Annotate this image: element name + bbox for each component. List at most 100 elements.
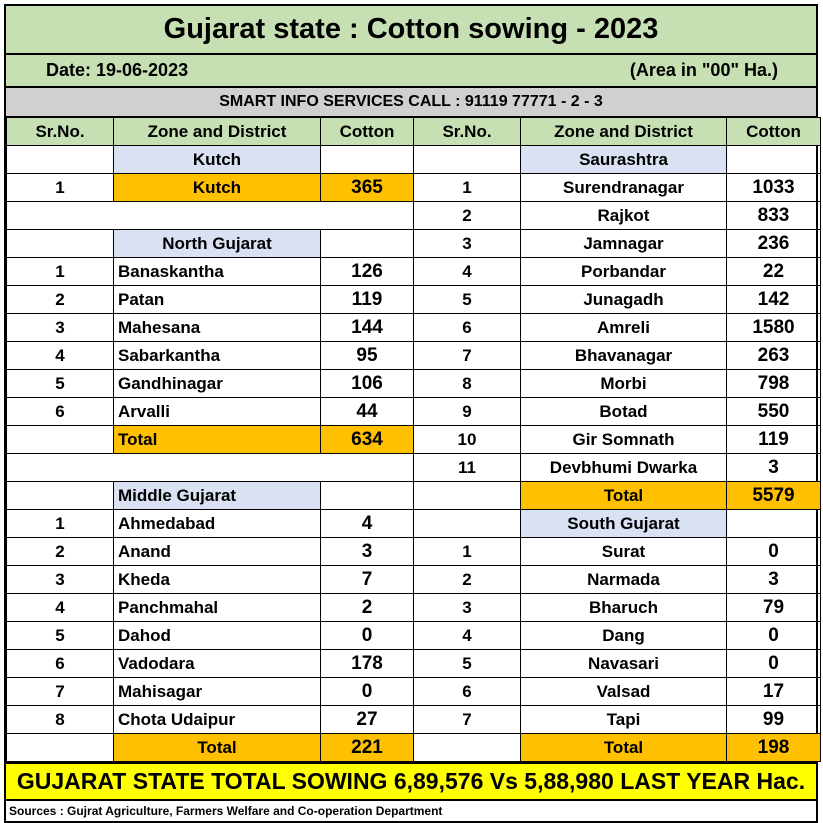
serial-number (6, 481, 114, 510)
serial-number: 2 (6, 537, 114, 566)
zone-heading-name: Kutch (113, 145, 321, 174)
district-cotton-value: 3 (726, 565, 821, 594)
serial-number: 8 (413, 369, 521, 398)
zone-heading-cotton-value (320, 145, 414, 174)
column-header: Zone and District (520, 117, 727, 146)
serial-number: 5 (6, 369, 114, 398)
serial-number: 4 (413, 621, 521, 650)
district-name: Porbandar (520, 257, 727, 286)
district-name: Arvalli (113, 397, 321, 426)
smart-info-banner: SMART INFO SERVICES CALL : 91119 77771 -… (6, 88, 816, 117)
district-cotton-value: 833 (726, 201, 821, 230)
table-row: 3 Kheda 7 2 Narmada 3 (6, 565, 821, 594)
district-name: Kheda (113, 565, 321, 594)
district-name: Panchmahal (113, 593, 321, 622)
district-name: Bhavanagar (520, 341, 727, 370)
district-cotton-value: 1580 (726, 313, 821, 342)
serial-number: 7 (413, 341, 521, 370)
column-header: Cotton (726, 117, 821, 146)
district-cotton-value: 263 (726, 341, 821, 370)
serial-number (413, 481, 521, 510)
table-row: 5 Dahod 0 4 Dang 0 (6, 621, 821, 650)
total-name: Total (113, 733, 321, 762)
column-header: Cotton (320, 117, 414, 146)
district-name: Mahisagar (113, 677, 321, 706)
district-cotton-value: 550 (726, 397, 821, 426)
district-cotton-value: 7 (320, 565, 414, 594)
serial-number: 4 (6, 341, 114, 370)
report-date: Date: 19-06-2023 (46, 60, 189, 80)
total-cotton-value: 221 (320, 733, 414, 762)
district-cotton-value: 119 (726, 425, 821, 454)
serial-number: 2 (413, 201, 521, 230)
page-title: Gujarat state : Cotton sowing - 2023 (6, 6, 816, 55)
district-cotton-value: 22 (726, 257, 821, 286)
table-row: 11 Devbhumi Dwarka 3 (6, 453, 821, 482)
serial-number (6, 145, 114, 174)
district-cotton-value: 17 (726, 677, 821, 706)
serial-number: 9 (413, 397, 521, 426)
serial-number (413, 509, 521, 538)
serial-number (413, 145, 521, 174)
table-row: 2 Rajkot 833 (6, 201, 821, 230)
district-cotton-value: 119 (320, 285, 414, 314)
zone-heading-name: Middle Gujarat (113, 481, 321, 510)
serial-number: 5 (413, 649, 521, 678)
column-header: Sr.No. (6, 117, 114, 146)
district-cotton-value: 0 (726, 649, 821, 678)
empty-cell (6, 453, 414, 482)
district-name: Gir Somnath (520, 425, 727, 454)
serial-number: 6 (413, 313, 521, 342)
serial-number (6, 229, 114, 258)
empty-cell (6, 201, 414, 230)
serial-number: 10 (413, 425, 521, 454)
table-row: 1 Ahmedabad 4 South Gujarat (6, 509, 821, 538)
header-row: Sr.No. Zone and District Cotton Sr.No. Zone … (6, 117, 821, 146)
sowing-table: Sr.No. Zone and District Cotton Sr.No. Zone … (6, 117, 821, 762)
cotton-sowing-sheet: Gujarat state : Cotton sowing - 2023 Dat… (4, 4, 821, 823)
district-name: Junagadh (520, 285, 727, 314)
district-name: Mahesana (113, 313, 321, 342)
district-name: Rajkot (520, 201, 727, 230)
district-name: Sabarkantha (113, 341, 321, 370)
serial-number: 3 (413, 229, 521, 258)
total-cotton-value: 198 (726, 733, 821, 762)
serial-number: 7 (6, 677, 114, 706)
table-row: 3 Mahesana 144 6 Amreli 1580 (6, 313, 821, 342)
serial-number: 1 (413, 537, 521, 566)
serial-number: 1 (6, 173, 114, 202)
state-total-banner: GUJARAT STATE TOTAL SOWING 6,89,576 Vs 5… (6, 762, 816, 801)
zone-heading-cotton-value (726, 509, 821, 538)
district-name: Dahod (113, 621, 321, 650)
district-name: Anand (113, 537, 321, 566)
district-cotton-value: 4 (320, 509, 414, 538)
serial-number: 6 (413, 677, 521, 706)
serial-number: 2 (413, 565, 521, 594)
table-row: 1 Banaskantha 126 4 Porbandar 22 (6, 257, 821, 286)
district-cotton-value: 106 (320, 369, 414, 398)
column-header: Sr.No. (413, 117, 521, 146)
district-cotton-value: 236 (726, 229, 821, 258)
table-row: Kutch Saurashtra (6, 145, 821, 174)
zone-heading-name: South Gujarat (520, 509, 727, 538)
district-name: Navasari (520, 649, 727, 678)
serial-number: 3 (413, 593, 521, 622)
district-name: Morbi (520, 369, 727, 398)
serial-number: 1 (413, 173, 521, 202)
serial-number: 8 (6, 705, 114, 734)
serial-number: 2 (6, 285, 114, 314)
serial-number: 7 (413, 705, 521, 734)
district-name: Chota Udaipur (113, 705, 321, 734)
district-cotton-value: 144 (320, 313, 414, 342)
district-cotton-value: 3 (320, 537, 414, 566)
serial-number: 1 (6, 509, 114, 538)
table-row: 6 Vadodara 178 5 Navasari 0 (6, 649, 821, 678)
table-row: 5 Gandhinagar 106 8 Morbi 798 (6, 369, 821, 398)
district-name: Devbhumi Dwarka (520, 453, 727, 482)
zone-heading-cotton-value (320, 481, 414, 510)
district-cotton-value: 99 (726, 705, 821, 734)
district-name: Valsad (520, 677, 727, 706)
district-cotton-value: 142 (726, 285, 821, 314)
district-cotton-value: 0 (320, 621, 414, 650)
district-cotton-value: 95 (320, 341, 414, 370)
